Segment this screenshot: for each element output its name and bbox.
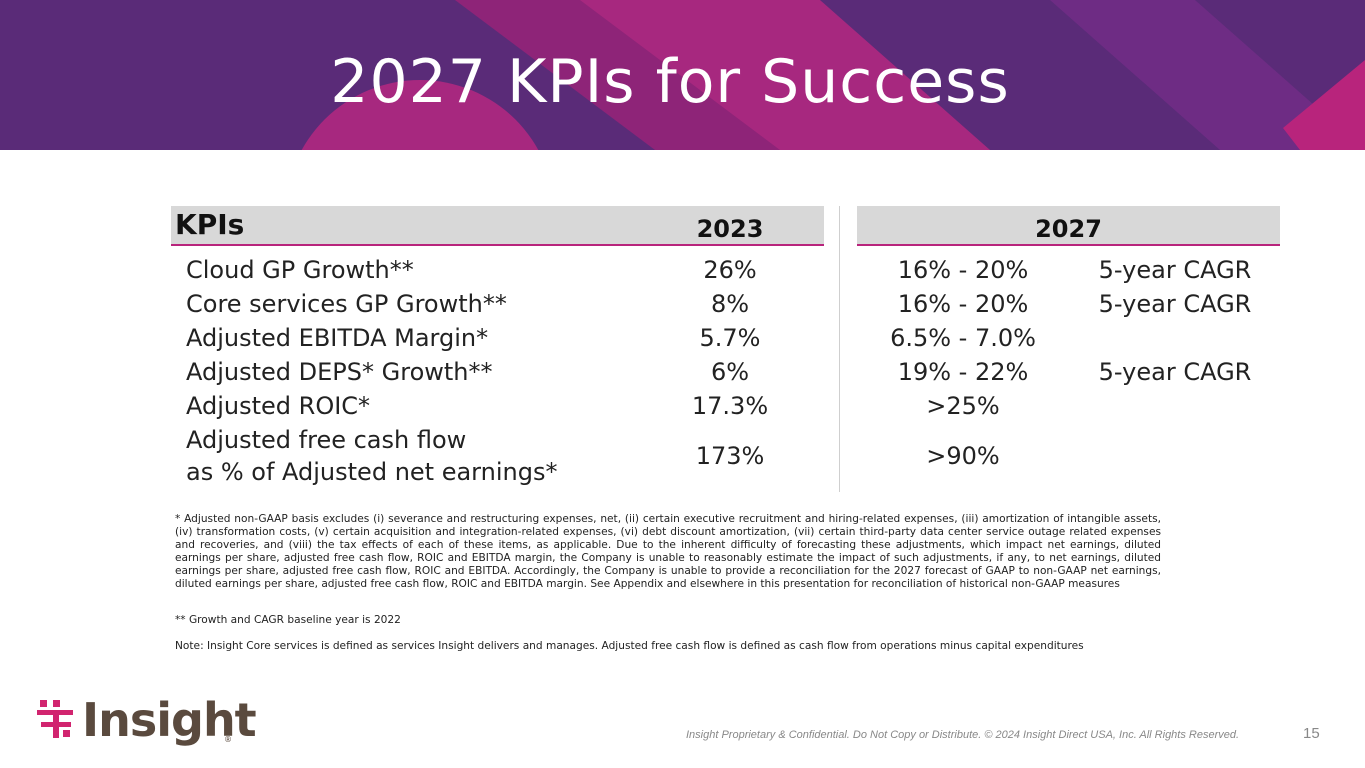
banner-decoration <box>301 0 1365 150</box>
value-2027: 6.5% - 7.0% <box>890 324 1036 352</box>
insight-logo-icon <box>37 700 73 738</box>
kpi-label: Core services GP Growth** <box>186 290 507 318</box>
year-2027-heading: 2027 <box>1035 215 1102 243</box>
table-header-right <box>857 206 1280 246</box>
value-2023: 173% <box>695 442 765 470</box>
value-2027: 16% - 20% <box>897 290 1029 318</box>
value-2023: 8% <box>710 290 750 318</box>
column-divider <box>839 206 840 492</box>
value-2023: 5.7% <box>699 324 761 352</box>
kpi-label: Cloud GP Growth** <box>186 256 414 284</box>
page-number: 15 <box>1303 725 1320 742</box>
value-note: 5-year CAGR <box>1098 256 1252 284</box>
registered-mark: ® <box>224 735 232 744</box>
page-title: 2027 KPIs for Success <box>330 47 1010 117</box>
value-2027: >25% <box>926 392 1000 420</box>
kpi-label: Adjusted DEPS* Growth** <box>186 358 493 386</box>
kpi-label-line1: Adjusted free cash flow <box>186 426 467 454</box>
table-header-left <box>171 206 824 246</box>
kpi-label-line2: as % of Adjusted net earnings* <box>186 458 558 486</box>
kpi-label: Adjusted EBITDA Margin* <box>186 324 489 352</box>
kpi-label: Adjusted ROIC* <box>186 392 371 420</box>
value-note: 5-year CAGR <box>1098 358 1252 386</box>
kpis-heading: KPIs <box>175 208 245 241</box>
insight-logo-text: Insight <box>82 693 257 747</box>
footnote-growth: ** Growth and CAGR baseline year is 2022 <box>175 614 401 626</box>
value-note: 5-year CAGR <box>1098 290 1252 318</box>
value-2027: 19% - 22% <box>897 358 1029 386</box>
year-2023-heading: 2023 <box>696 215 764 243</box>
value-2027: 16% - 20% <box>897 256 1029 284</box>
confidential-notice: Insight Proprietary & Confidential. Do N… <box>686 729 1240 741</box>
title-banner: 2027 KPIs for Success <box>0 0 1365 150</box>
value-2023: 26% <box>703 256 757 284</box>
value-2023: 17.3% <box>691 392 769 420</box>
footnote-adjusted: * Adjusted non-GAAP basis excludes (i) s… <box>175 513 1161 590</box>
footnote-note: Note: Insight Core services is defined a… <box>175 640 1084 652</box>
value-2023: 6% <box>710 358 750 386</box>
value-2027: >90% <box>926 442 1000 470</box>
